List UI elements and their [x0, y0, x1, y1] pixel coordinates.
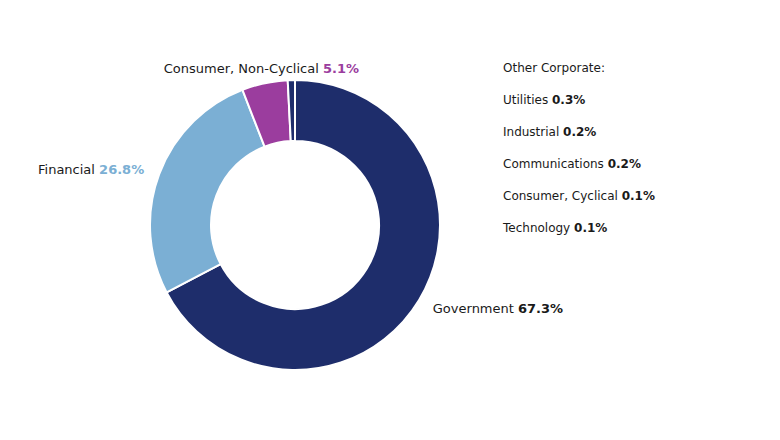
svg-text:Government 67.3%: Government 67.3%: [433, 301, 563, 316]
html-text:Technology 0.1%: Technology 0.1%: [503, 221, 608, 235]
html-text:Utilities 0.3%: Utilities 0.3%: [503, 93, 586, 107]
html-text:Other Corporate:: Other Corporate:: [503, 61, 605, 75]
svg-text:Consumer, Non-Cyclical 5.1%: Consumer, Non-Cyclical 5.1%: [164, 60, 359, 75]
svg-text:Financial 26.8%: Financial 26.8%: [38, 161, 144, 176]
html-text:Industrial 0.2%: Industrial 0.2%: [503, 125, 597, 139]
html-text:Communications 0.2%: Communications 0.2%: [503, 157, 641, 171]
html-text:Consumer, Cyclical 0.1%: Consumer, Cyclical 0.1%: [503, 189, 655, 203]
